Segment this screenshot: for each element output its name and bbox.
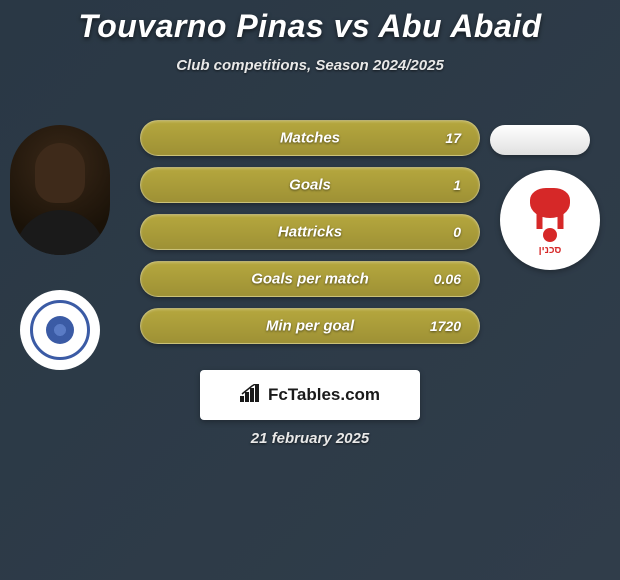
stat-value: 1 <box>453 177 461 193</box>
stat-value: 17 <box>445 130 461 146</box>
stat-label: Goals <box>141 177 479 194</box>
player1-head-shape <box>35 143 85 203</box>
subtitle: Club competitions, Season 2024/2025 <box>0 57 620 74</box>
stat-value: 0.06 <box>434 271 461 287</box>
team2-badge-inner: סכנין <box>513 183 588 258</box>
stat-label: Matches <box>141 130 479 147</box>
bar-chart-icon <box>240 384 262 407</box>
stats-container: Matches 17 Goals 1 Hattricks 0 Goals per… <box>140 120 480 355</box>
team2-goat-legs-icon <box>533 211 568 229</box>
team1-badge-inner <box>30 300 90 360</box>
team1-badge <box>20 290 100 370</box>
stat-bar-hattricks: Hattricks 0 <box>140 214 480 250</box>
player2-placeholder-oval <box>490 125 590 155</box>
team2-badge: סכנין <box>500 170 600 270</box>
stat-bar-matches: Matches 17 <box>140 120 480 156</box>
stat-label: Min per goal <box>141 318 479 335</box>
team2-ball-icon <box>543 228 557 242</box>
stat-bar-goals: Goals 1 <box>140 167 480 203</box>
stat-bar-gpm: Goals per match 0.06 <box>140 261 480 297</box>
fctables-branding[interactable]: FcTables.com <box>200 370 420 420</box>
player1-avatar <box>10 125 110 255</box>
stat-label: Hattricks <box>141 224 479 241</box>
player1-body-shape <box>15 210 105 255</box>
stat-value: 1720 <box>430 318 461 334</box>
fctables-label: FcTables.com <box>268 385 380 405</box>
page-title: Touvarno Pinas vs Abu Abaid <box>0 0 620 45</box>
stat-bar-mpg: Min per goal 1720 <box>140 308 480 344</box>
stat-label: Goals per match <box>141 271 479 288</box>
date-label: 21 february 2025 <box>0 430 620 447</box>
stat-value: 0 <box>453 224 461 240</box>
team2-name-hebrew: סכנין <box>513 245 588 256</box>
